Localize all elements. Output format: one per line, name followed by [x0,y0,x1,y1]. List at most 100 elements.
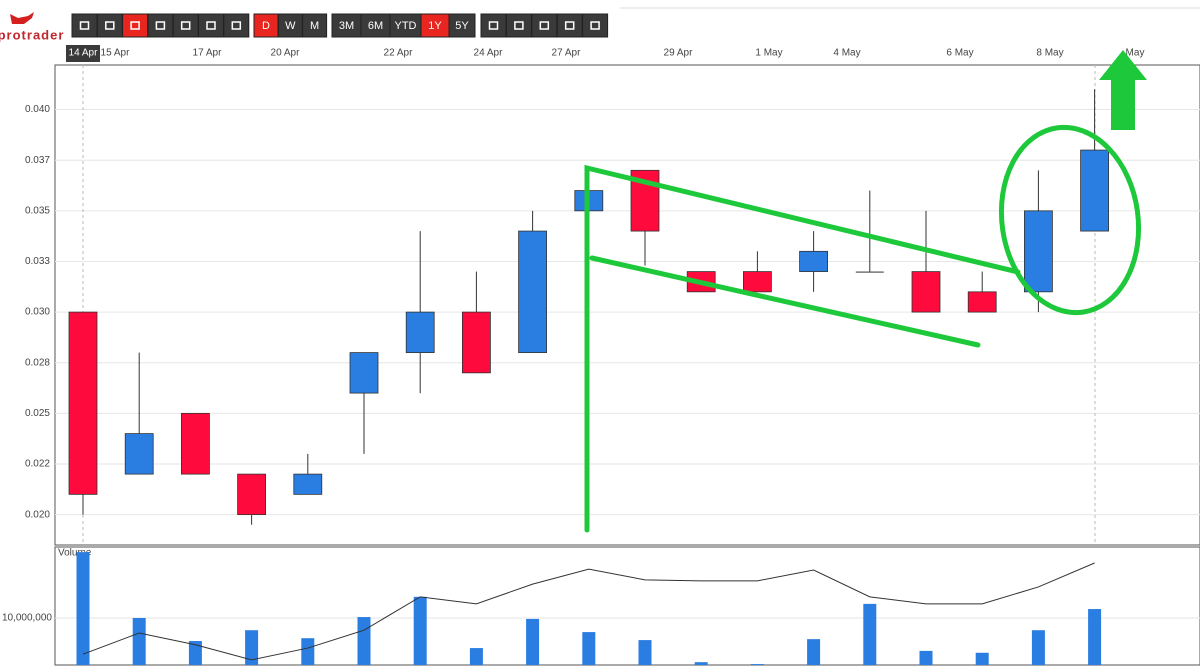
x-tick-label: 1 May [755,48,782,59]
button-label: YTD [395,20,417,32]
button-label: W [285,20,296,32]
volume-bar [1031,630,1045,665]
price-frame [54,64,1200,546]
candle-body [1080,149,1109,232]
button-icon [514,21,524,30]
flag-pole-top [584,164,1021,533]
candle-body [518,230,547,353]
button-bg [531,13,558,38]
tool-button[interactable] [556,13,583,38]
x-tick-label: 15 Apr [101,48,131,59]
breakout-circle [998,124,1142,316]
y-tick-label: 0.025 [25,408,50,419]
chart-type-button[interactable] [71,13,98,38]
volume-bar [807,639,821,665]
candle-body [293,473,323,495]
volume-bar [245,630,259,665]
button-bg [505,13,532,38]
annotations [584,50,1147,533]
x-tick-label: 14 Apr [69,48,99,59]
period-button[interactable]: D [253,13,279,38]
volume-bar [132,617,146,665]
button-label: 3M [339,20,354,32]
button-label: 5Y [455,20,469,32]
range-button[interactable]: 5Y [448,13,476,38]
button-label: M [310,20,319,32]
candle-body [1024,210,1053,293]
button-bg [122,13,149,38]
y-tick-label: 0.040 [25,104,50,115]
volume-tick-label: 10,000,000 [2,613,52,624]
toolbar: D W M 3M 6M YTD 1Y 5Y [71,13,609,38]
volume-bar [1088,609,1102,665]
volume-frame [54,546,1200,666]
x-tick-label: 27 Apr [552,48,582,59]
button-bg [582,13,609,38]
button-icon [155,21,166,30]
logo-text: protrader [0,27,64,42]
button-icon [180,21,191,30]
candle-body [855,271,884,273]
volume-bar [638,640,652,665]
button-bg [302,13,328,38]
tool-button[interactable] [531,13,558,38]
range-button[interactable]: 6M [360,13,391,38]
button-bg [71,13,98,38]
chart-type-button[interactable] [147,13,174,38]
period-button[interactable]: M [302,13,328,38]
x-label-highlight [66,45,100,62]
button-icon [539,21,550,30]
range-button[interactable]: 1Y [420,13,450,38]
button-bg [556,13,583,38]
button-icon [488,21,499,30]
candle-body [967,291,997,313]
chart-type-button[interactable] [223,13,250,38]
chart-type-button[interactable] [122,13,149,38]
button-bg [480,13,507,38]
volume-bar [357,617,371,665]
candle-body [461,311,491,374]
volume-bar [750,664,764,665]
y-tick-label: 0.035 [25,205,50,216]
x-tick-label: 29 Apr [664,48,694,59]
volume-bar [919,650,933,665]
candle-body [68,311,98,495]
x-tick-label: 24 Apr [474,48,504,59]
x-tick-label: 17 Apr [193,48,223,59]
button-bg [448,13,476,38]
volume-bar [188,641,202,665]
x-tick-label: May [1126,48,1145,59]
volume-bar [469,648,483,665]
tool-button[interactable] [480,13,507,38]
x-tick-label: 6 May [946,48,973,59]
volume-bar [301,638,315,665]
candle-body [237,473,267,516]
chart-type-button[interactable] [198,13,224,38]
y-tick-label: 0.020 [25,509,50,520]
y-tick-label: 0.037 [25,155,50,166]
logo-icon [10,12,34,24]
candle-body [124,433,154,475]
button-icon [130,21,140,30]
x-tick-label: 20 Apr [271,48,301,59]
chart-type-button[interactable] [172,13,199,38]
y-tick-label: 0.022 [25,459,50,470]
tool-button[interactable] [582,13,609,38]
tool-button[interactable] [505,13,532,38]
button-bg [223,13,250,38]
volume-bar [863,603,877,665]
y-tick-label: 0.028 [25,357,50,368]
chart-type-button[interactable] [96,13,123,38]
plot: 0.020 0.022 0.025 0.028 0.030 0.033 0.035 0.037… [2,45,1200,665]
volume-average [82,562,1095,661]
range-button[interactable]: 3M [331,13,362,38]
button-bg [96,13,123,38]
volume-bar [76,552,90,665]
candle-body [743,271,772,293]
button-label: 6M [368,20,383,32]
flag-bottom [589,255,981,348]
volume-bar [582,632,596,665]
period-button[interactable]: W [277,13,303,38]
range-button[interactable]: YTD [389,13,422,38]
